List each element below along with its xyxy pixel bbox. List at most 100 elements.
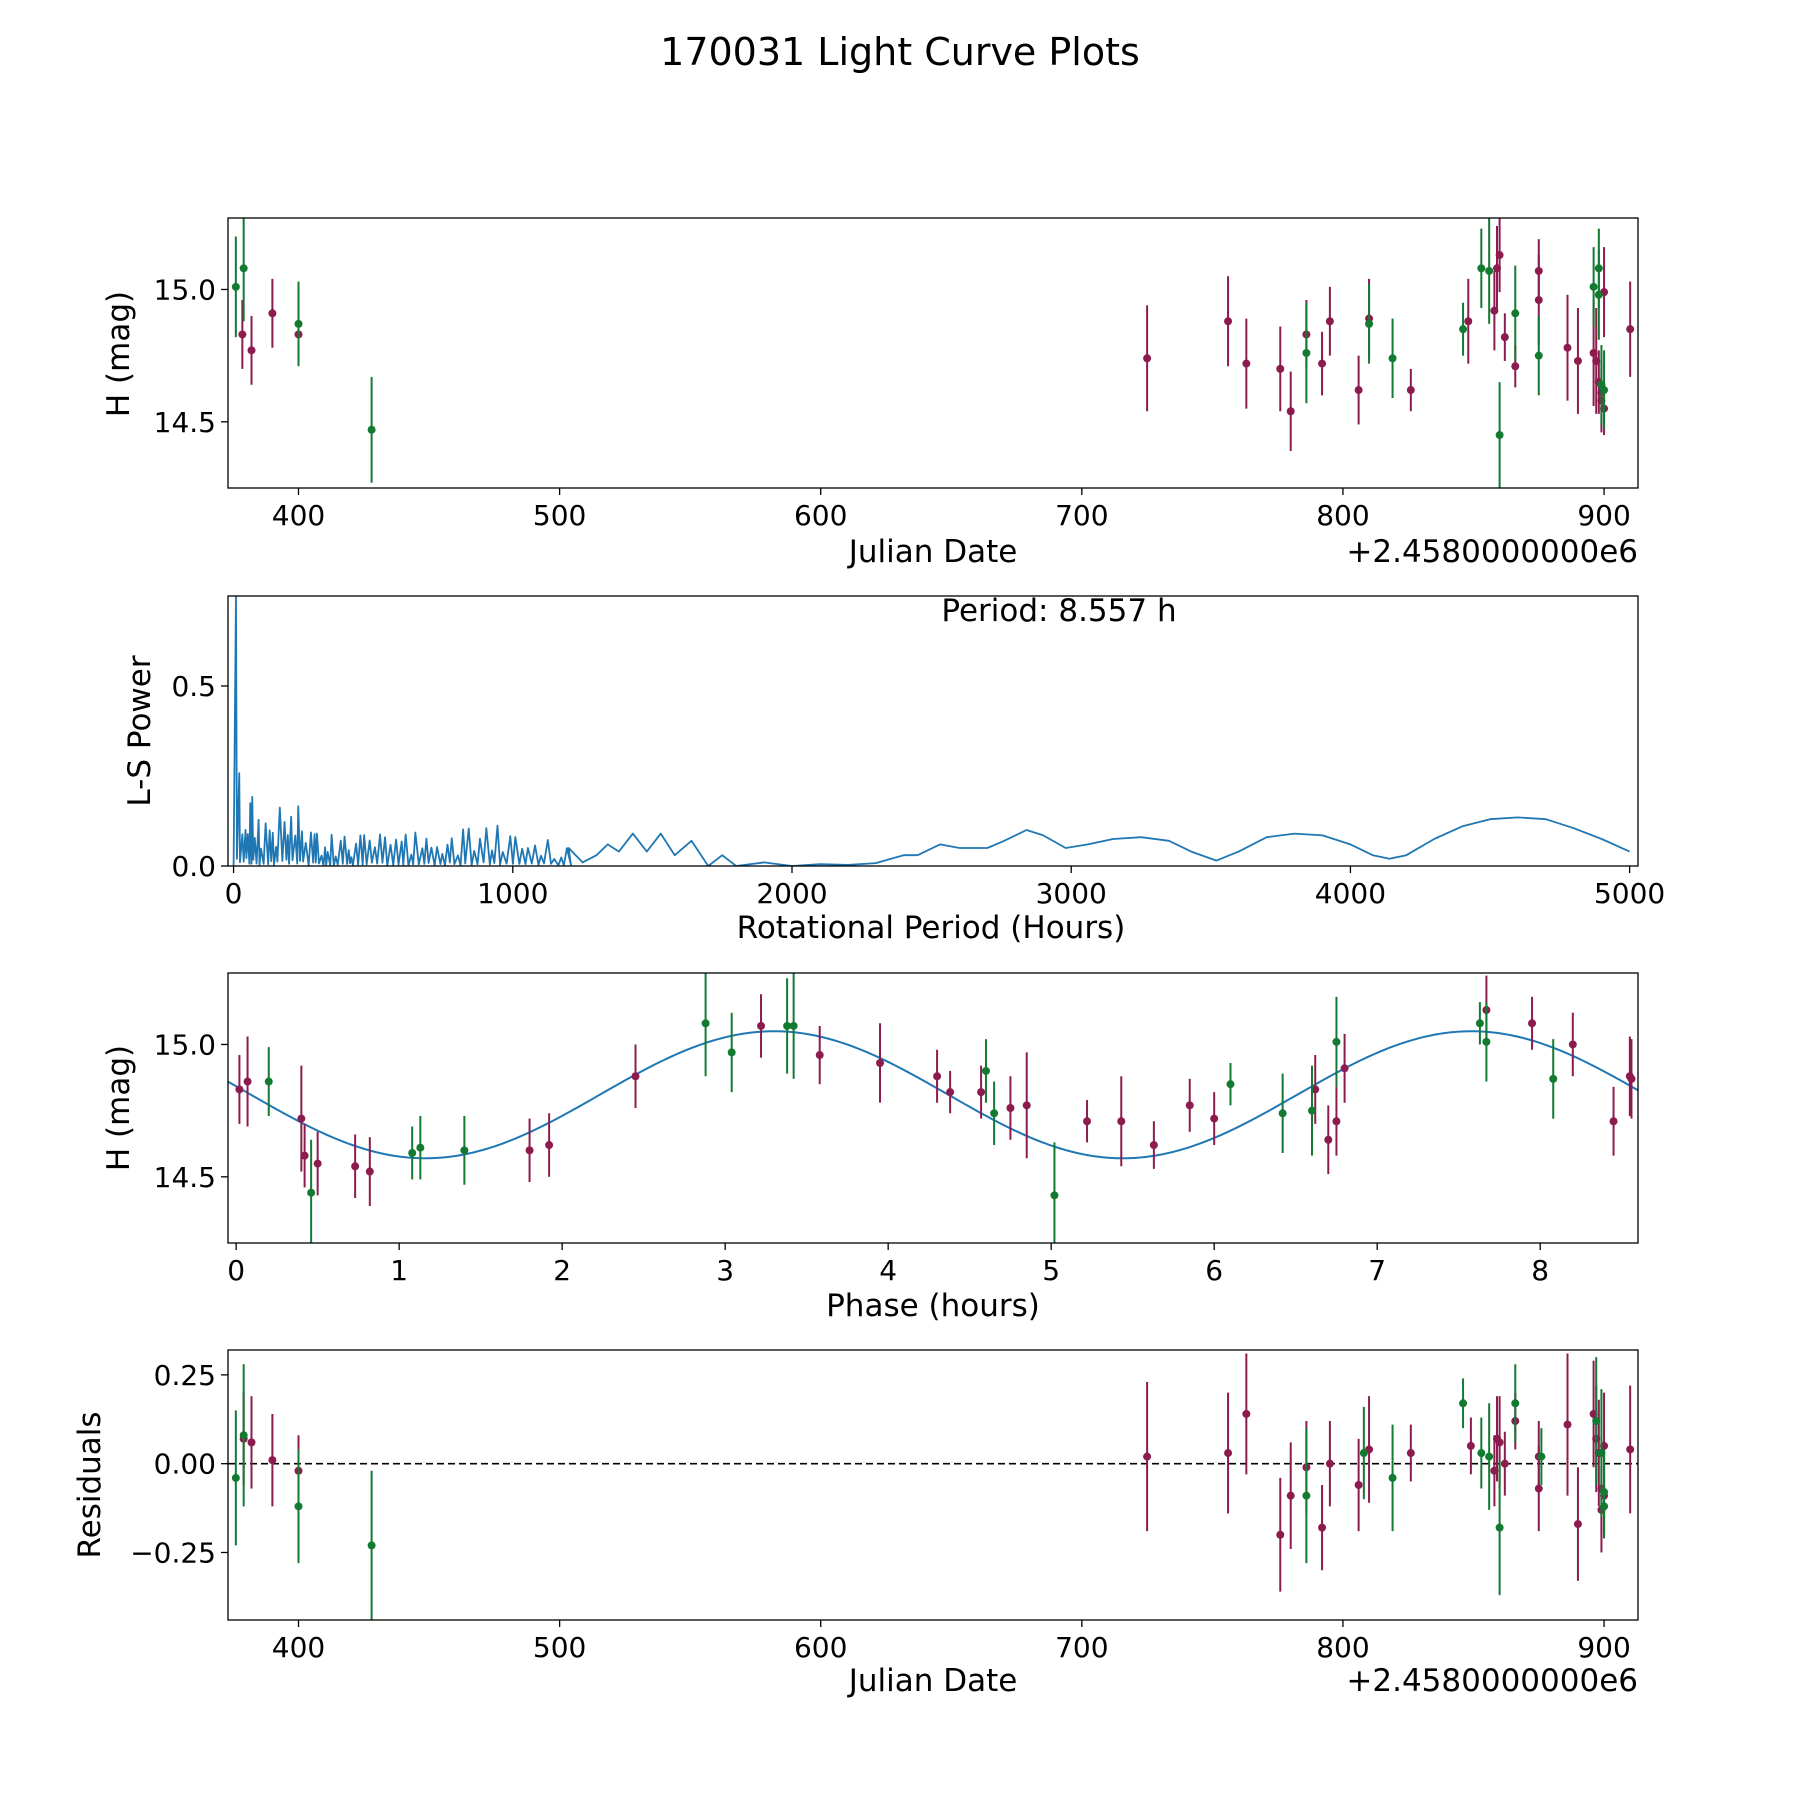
data-point — [1406, 386, 1415, 395]
x-tick-label: 6 — [1205, 1254, 1223, 1287]
data-point — [365, 1167, 374, 1176]
data-point — [876, 1059, 885, 1067]
data-point — [1354, 1481, 1363, 1489]
residuals-xlabel: Julian Date — [847, 1663, 1018, 1699]
data-point — [367, 425, 376, 434]
x-tick-label: 700 — [1055, 499, 1108, 532]
x-tick-label: 0 — [225, 877, 243, 910]
phase-folded-panel: Phase (hours) H (mag) 0 1 2 3 4 5 6 7 8 14.5 15.0 — [101, 972, 1639, 1324]
data-point — [268, 1456, 277, 1465]
data-point — [1568, 1040, 1577, 1049]
phase-folded-series-color_b — [264, 973, 1558, 1243]
data-point — [631, 1072, 640, 1081]
periodogram-axes-frame — [227, 595, 1639, 867]
data-point — [351, 1162, 360, 1171]
phase-folded-plot-area — [228, 973, 1638, 1243]
data-point — [408, 1149, 417, 1157]
data-point — [1278, 1109, 1287, 1118]
residuals-offset-label: +2.4580000000e6 — [1346, 1663, 1638, 1699]
light-curve-series-color_b — [231, 218, 1609, 488]
data-point — [1511, 1399, 1520, 1408]
data-point — [1022, 1101, 1031, 1110]
data-point — [1475, 1019, 1484, 1028]
data-point — [1318, 359, 1327, 368]
y-tick-label: 14.5 — [154, 1161, 216, 1194]
residuals-series-color_b — [231, 1357, 1609, 1620]
data-point — [1324, 1135, 1333, 1144]
x-tick-label: 2 — [553, 1254, 571, 1287]
data-point — [1626, 1445, 1635, 1454]
data-point — [1495, 1438, 1504, 1447]
data-point — [1627, 1074, 1636, 1083]
data-point — [1495, 1523, 1504, 1532]
data-point — [1485, 266, 1494, 275]
x-tick-label: 1 — [390, 1254, 408, 1287]
x-tick-label: 3000 — [1036, 877, 1107, 910]
data-point — [1589, 282, 1598, 291]
data-point — [1406, 1449, 1415, 1458]
data-point — [1537, 1452, 1546, 1461]
data-point — [1311, 1085, 1320, 1094]
phase-folded-xlabel: Phase (hours) — [826, 1288, 1040, 1324]
data-point — [1388, 1473, 1397, 1482]
data-point — [1325, 1459, 1334, 1468]
y-tick-label: 15.0 — [154, 273, 216, 306]
data-point — [300, 1151, 309, 1160]
data-point — [1185, 1101, 1194, 1110]
data-point — [313, 1159, 322, 1168]
data-point — [1276, 1530, 1285, 1539]
data-point — [1286, 407, 1295, 416]
y-tick-label: 0.5 — [171, 670, 216, 703]
data-point — [1592, 1417, 1601, 1426]
data-point — [1143, 354, 1152, 363]
data-point — [1534, 351, 1543, 360]
data-point — [1050, 1191, 1059, 1200]
residuals-ylabel: Residuals — [72, 1411, 108, 1558]
data-point — [1600, 386, 1609, 395]
data-point — [1354, 386, 1363, 395]
periodogram-plot-area — [232, 596, 1630, 866]
data-point — [1117, 1117, 1126, 1126]
data-point — [264, 1077, 273, 1086]
x-tick-label: 400 — [272, 1631, 325, 1664]
data-point — [1365, 319, 1374, 328]
y-tick-label: 14.5 — [154, 406, 216, 439]
light-curve-axes-frame — [227, 217, 1639, 489]
data-point — [247, 1438, 256, 1447]
data-point — [525, 1146, 534, 1155]
data-point — [1332, 1037, 1341, 1046]
data-point — [1500, 1459, 1509, 1468]
periodogram-line — [232, 596, 1630, 866]
data-point — [1511, 362, 1520, 371]
data-point — [1466, 1441, 1475, 1450]
data-point — [239, 1431, 248, 1440]
x-tick-label: 1000 — [477, 877, 548, 910]
x-tick-label: 7 — [1368, 1254, 1386, 1287]
data-point — [1495, 431, 1504, 440]
residuals-panel: Julian Date Residuals +2.4580000000e6 40… — [72, 1349, 1639, 1699]
data-point — [1210, 1114, 1219, 1123]
data-point — [1485, 1452, 1494, 1461]
data-point — [1549, 1074, 1558, 1083]
x-tick-label: 800 — [1316, 499, 1369, 532]
data-point — [1534, 296, 1543, 305]
data-point — [367, 1541, 376, 1550]
data-point — [1286, 1491, 1295, 1500]
residuals-plot-area — [228, 1353, 1638, 1620]
data-point — [977, 1088, 986, 1097]
residuals-axes-frame — [227, 1349, 1639, 1621]
y-tick-label: 0.25 — [154, 1359, 216, 1392]
periodogram-ylabel: L-S Power — [122, 655, 158, 806]
data-point — [231, 282, 240, 291]
data-point — [1083, 1117, 1092, 1126]
y-tick-label: 0.00 — [154, 1448, 216, 1481]
light-curve-ylabel: H (mag) — [101, 291, 137, 417]
data-point — [1149, 1141, 1158, 1150]
periodogram-xlabel: Rotational Period (Hours) — [737, 910, 1126, 946]
data-point — [297, 1114, 306, 1123]
x-tick-label: 700 — [1055, 1631, 1108, 1664]
data-point — [1600, 1502, 1609, 1511]
data-point — [1224, 1449, 1233, 1458]
data-point — [1242, 1409, 1251, 1418]
